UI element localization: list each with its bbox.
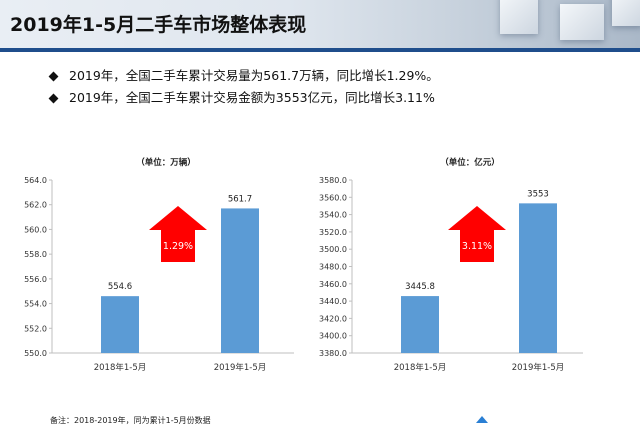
bar	[401, 296, 439, 353]
bullet-volume: 2019年，全国二手车累计交易量为561.7万辆，同比增长1.29%。	[48, 65, 439, 87]
growth-arrow-icon	[149, 206, 207, 262]
data-label: 554.6	[108, 282, 132, 292]
y-tick-label: 3500.0	[319, 245, 347, 254]
y-tick-label: 3560.0	[319, 193, 347, 202]
bullet-diamond-icon	[48, 93, 59, 103]
data-label: 3553	[527, 189, 549, 199]
y-tick-label: 3580.0	[319, 176, 347, 185]
data-label: 561.7	[228, 194, 252, 204]
data-label: 3445.8	[405, 282, 435, 292]
bar	[101, 296, 139, 353]
header-banner: 2019年1-5月二手车市场整体表现	[0, 0, 640, 52]
y-tick-label: 556.0	[24, 275, 47, 284]
y-tick-label: 3420.0	[319, 314, 347, 323]
bullet-volume-text: 2019年，全国二手车累计交易量为561.7万辆，同比增长1.29%。	[69, 68, 439, 83]
y-tick-label: 560.0	[24, 225, 47, 234]
y-tick-label: 3540.0	[319, 211, 347, 220]
y-tick-label: 3400.0	[319, 332, 347, 341]
y-tick-label: 3380.0	[319, 349, 347, 358]
bullet-amount: 2019年，全国二手车累计交易金额为3553亿元，同比增长3.11%	[48, 87, 439, 109]
growth-label: 1.29%	[163, 241, 193, 252]
bar	[519, 203, 557, 353]
decorative-cube	[500, 0, 538, 34]
unit-label: （单位：万辆）	[136, 157, 196, 168]
x-tick-label: 2019年1-5月	[512, 362, 565, 372]
decorative-cube	[612, 0, 640, 26]
y-tick-label: 562.0	[24, 201, 47, 210]
y-tick-label: 3520.0	[319, 228, 347, 237]
x-tick-label: 2018年1-5月	[394, 362, 447, 372]
y-tick-label: 3480.0	[319, 263, 347, 272]
bar	[221, 208, 259, 353]
x-tick-label: 2019年1-5月	[214, 362, 267, 372]
summary-bullets: 2019年，全国二手车累计交易量为561.7万辆，同比增长1.29%。 2019…	[48, 65, 439, 109]
y-tick-label: 3460.0	[319, 280, 347, 289]
bullet-amount-text: 2019年，全国二手车累计交易金额为3553亿元，同比增长3.11%	[69, 90, 435, 105]
logo-icon	[476, 416, 488, 423]
header-accent-bar	[0, 48, 640, 52]
x-tick-label: 2018年1-5月	[94, 362, 147, 372]
y-tick-label: 550.0	[24, 349, 47, 358]
footnote: 备注：2018-2019年，同为累计1-5月份数据	[50, 416, 211, 425]
y-tick-label: 558.0	[24, 250, 47, 259]
y-tick-label: 3440.0	[319, 297, 347, 306]
bullet-diamond-icon	[48, 71, 59, 81]
growth-arrow-icon	[448, 206, 506, 262]
page-title: 2019年1-5月二手车市场整体表现	[10, 14, 307, 36]
decorative-cube	[560, 4, 604, 40]
growth-label: 3.11%	[462, 241, 492, 252]
bar-charts: （单位：万辆） 550.0 552.0 554.0 556.0 558.0 560.0 562…	[24, 157, 583, 372]
y-tick-label: 554.0	[24, 300, 47, 309]
unit-label: （单位：亿元）	[440, 157, 500, 168]
y-tick-label: 564.0	[24, 176, 47, 185]
y-tick-label: 552.0	[24, 324, 47, 333]
